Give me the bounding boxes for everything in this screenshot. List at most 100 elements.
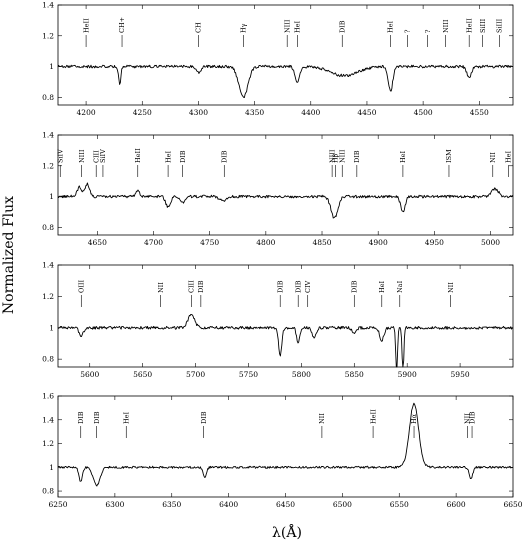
x-tick-label: 5950 <box>451 370 470 379</box>
line-id-label: DIB <box>77 411 85 424</box>
line-id-label: ? <box>424 29 432 33</box>
x-tick-label: 4650 <box>88 238 107 247</box>
line-id-label: ? <box>404 29 412 33</box>
x-tick-label: 5650 <box>133 370 152 379</box>
panel-4: 6250 6300 6350 6400 6450 6500 6550 6600 6650 0.8 1… <box>42 392 522 510</box>
x-tick-label: 4800 <box>256 238 275 247</box>
line-id-label: NaI <box>396 280 404 293</box>
y-tick-label: 0.8 <box>42 487 54 496</box>
line-id-label: HeI <box>164 150 172 163</box>
line-id-label: ISM <box>445 149 453 163</box>
line-id-label: DIB <box>179 150 187 163</box>
x-tick-label: 4300 <box>189 108 208 117</box>
line-id-label: DIB <box>200 411 208 424</box>
line-id-label: DIB <box>338 20 346 33</box>
y-tick-label: 0.8 <box>42 355 54 364</box>
x-tick-label: 6650 <box>503 500 522 509</box>
y-tick-label: 1.4 <box>42 415 54 424</box>
line-id-label: SiIV <box>56 149 64 163</box>
line-id-label: NIII <box>442 19 450 33</box>
line-id-label: Hβ <box>332 153 340 163</box>
line-id-label: HeI <box>505 150 513 163</box>
line-id-label: DIB <box>197 280 205 293</box>
spectrum-line <box>57 182 514 219</box>
line-id-label: HeI <box>122 411 130 424</box>
x-tick-label: 4950 <box>425 238 444 247</box>
line-id-label: NII <box>489 152 497 163</box>
line-id-label: CIV <box>304 280 312 293</box>
spectrum-line <box>57 313 514 368</box>
line-id-label: HeII <box>134 148 142 163</box>
y-axis-title: Normalized Flux <box>1 196 17 314</box>
y-tick-label: 1 <box>49 192 54 201</box>
line-id-label: SiIII <box>479 18 487 33</box>
line-id-label: NIII <box>78 149 86 163</box>
line-id-label: NII <box>464 413 472 424</box>
spectrum-line <box>57 64 514 98</box>
line-id-label: Hα <box>410 413 418 424</box>
y-tick-label: 1.2 <box>42 439 54 448</box>
line-id-label: NII <box>318 413 326 424</box>
x-tick-label: 6450 <box>276 500 295 509</box>
y-tick-label: 1.2 <box>42 292 54 301</box>
x-tick-label: 6500 <box>333 500 352 509</box>
x-tick-label: 6250 <box>48 500 67 509</box>
plot-frame <box>57 134 514 236</box>
line-id-label: DIB <box>294 280 302 293</box>
x-tick-label: 4550 <box>470 108 489 117</box>
line-id-label: HeII <box>465 18 473 33</box>
y-tick-label: 1.4 <box>42 131 54 140</box>
x-tick-label: 5750 <box>239 370 258 379</box>
spectrum-line <box>57 402 514 487</box>
line-id-label: CIII <box>188 280 196 293</box>
line-id-label: CIII <box>92 150 100 163</box>
x-tick-label: 6550 <box>390 500 409 509</box>
line-id-label: HeII <box>369 409 377 424</box>
line-id-label: HeI <box>387 20 395 33</box>
plot-frame <box>57 264 514 368</box>
y-tick-label: 1 <box>49 62 54 71</box>
line-id-label: HeI <box>293 20 301 33</box>
panel-3: 5600 5650 5700 5750 5800 5850 5900 5950 0.8 1 1.2 1… <box>42 261 514 379</box>
x-tick-label: 5700 <box>186 370 205 379</box>
line-id-label: NII <box>447 282 455 293</box>
line-id-label: DIB <box>93 411 101 424</box>
x-tick-label: 5900 <box>398 370 417 379</box>
x-tick-label: 6350 <box>162 500 181 509</box>
y-tick-label: 0.8 <box>42 223 54 232</box>
line-id-label: SiIV <box>99 149 107 163</box>
line-id-label: DIB <box>353 150 361 163</box>
x-tick-label: 4900 <box>369 238 388 247</box>
x-tick-label: 4400 <box>301 108 320 117</box>
line-id-label: CH+ <box>118 17 126 33</box>
plot-frame <box>57 4 514 106</box>
x-tick-label: 4750 <box>200 238 219 247</box>
x-tick-label: 6400 <box>219 500 238 509</box>
line-id-label: SiIII <box>496 18 504 33</box>
line-id-label: HeI <box>378 280 386 293</box>
x-tick-label: 5850 <box>345 370 364 379</box>
line-id-label: Hγ <box>240 23 248 33</box>
panel-1: 4200 4250 4300 4350 4400 4450 4500 4550 0.8 1 1.2 1… <box>42 1 514 117</box>
line-id-label: DIB <box>276 280 284 293</box>
line-id-label: HeI <box>399 150 407 163</box>
x-tick-label: 4250 <box>133 108 152 117</box>
line-id-label: OIII <box>77 280 85 293</box>
line-id-label: DIB <box>468 411 476 424</box>
line-id-label: NIII <box>338 149 346 163</box>
line-id-label: NIII <box>283 19 291 33</box>
y-tick-label: 1.2 <box>42 31 54 40</box>
line-id-label: DIB <box>350 280 358 293</box>
line-id-label: NII <box>157 282 165 293</box>
x-tick-label: 5600 <box>80 370 99 379</box>
line-id-label: DIB <box>220 150 228 163</box>
x-axis-title: λ(Å) <box>272 523 302 541</box>
x-tick-label: 4500 <box>414 108 433 117</box>
y-tick-label: 1.4 <box>42 1 54 10</box>
line-id-label: HeII <box>82 18 90 33</box>
x-tick-label: 5800 <box>292 370 311 379</box>
y-tick-label: 1.6 <box>42 392 54 401</box>
y-tick-label: 1.2 <box>42 161 54 170</box>
y-tick-label: 0.8 <box>42 93 54 102</box>
